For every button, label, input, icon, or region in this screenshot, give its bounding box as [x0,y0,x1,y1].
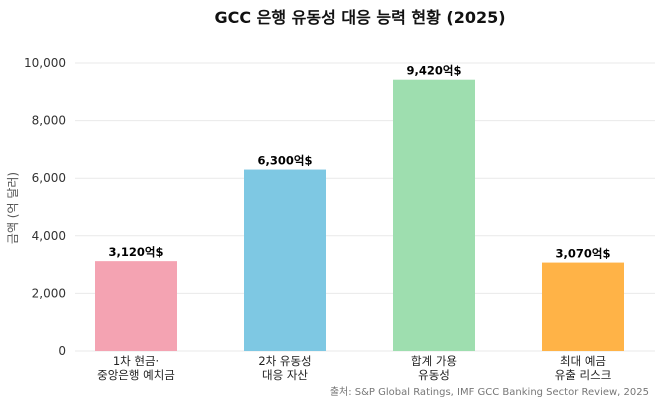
bar [244,169,326,351]
x-tick-label: 최대 예금 유출 리스크 [555,354,612,382]
data-label: 3,070억$ [556,247,611,261]
data-label: 9,420억$ [407,64,462,78]
x-tick-label: 1차 현금· 중앙은행 예치금 [97,354,175,382]
bar [95,261,177,351]
y-tick-label: 6,000 [32,171,66,185]
data-label: 3,120억$ [109,245,164,259]
source-note: 출처: S&P Global Ratings, IMF GCC Banking … [330,386,649,398]
chart-title: GCC 은행 유동성 대응 능력 현황 (2025) [214,8,505,27]
bar [542,262,624,351]
x-tick-label: 2차 유동성 대응 자산 [258,354,311,382]
bar [393,79,475,351]
y-tick-label: 0 [58,344,66,358]
y-tick-label: 8,000 [32,114,66,128]
y-axis-label: 금액 (억 달러) [6,172,20,244]
y-tick-label: 4,000 [32,229,66,243]
y-tick-label: 2,000 [32,286,66,300]
data-label: 6,300억$ [258,154,313,168]
x-tick-label: 합계 가용 유동성 [411,354,457,382]
y-tick-label: 10,000 [24,56,66,70]
